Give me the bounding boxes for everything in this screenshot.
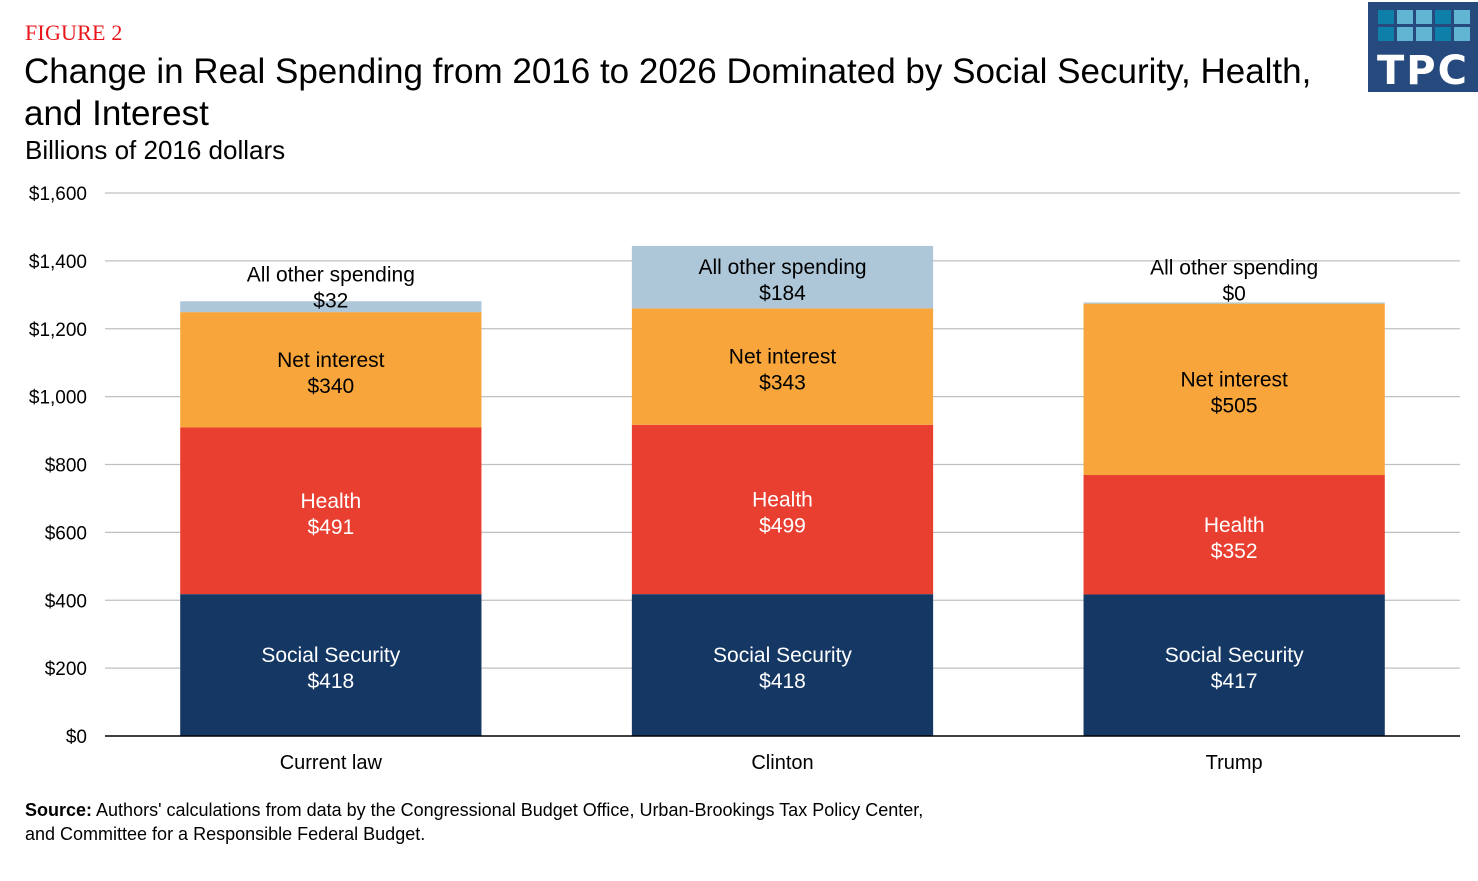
bar-segment-social-security bbox=[631, 594, 934, 736]
bar-segment-health bbox=[180, 427, 482, 595]
chart-title: Change in Real Spending from 2016 to 202… bbox=[24, 52, 1312, 133]
segment-value-label: $0 bbox=[1222, 283, 1245, 306]
bar-segment-health bbox=[631, 424, 934, 595]
segment-value-label: $343 bbox=[759, 372, 806, 395]
bar-segment-health bbox=[1083, 475, 1385, 595]
chart-subtitle: Billions of 2016 dollars bbox=[25, 135, 286, 165]
logo-square bbox=[1454, 10, 1470, 24]
y-tick-label: $800 bbox=[45, 456, 87, 477]
source-text: Authors' calculations from data by the C… bbox=[25, 800, 924, 844]
segment-name-label: Health bbox=[1204, 514, 1265, 537]
segment-name-label: Health bbox=[300, 490, 361, 513]
logo-square bbox=[1454, 27, 1470, 41]
x-tick-label: Trump bbox=[1206, 752, 1263, 774]
tpc-logo: TPC bbox=[1368, 2, 1478, 94]
segment-name-label: Social Security bbox=[713, 644, 852, 667]
segment-value-label: $32 bbox=[313, 289, 348, 312]
bar-segment-social-security bbox=[1083, 594, 1385, 736]
bar-segment-social-security bbox=[180, 594, 482, 736]
x-axis-tick-labels: Current law Clinton Trump bbox=[280, 752, 1263, 774]
bar-segment-all-other-spending bbox=[631, 245, 934, 309]
segment-name-label: Social Security bbox=[1165, 644, 1304, 667]
logo-text: TPC bbox=[1377, 48, 1469, 94]
segment-value-label: $184 bbox=[759, 282, 806, 305]
segment-name-label: Net interest bbox=[1180, 368, 1288, 391]
segment-value-label: $499 bbox=[759, 514, 806, 537]
bar-segment-net-interest bbox=[1083, 303, 1385, 476]
logo-square bbox=[1397, 27, 1413, 41]
segment-name-label: All other spending bbox=[247, 263, 415, 286]
logo-square bbox=[1416, 10, 1432, 24]
bar-stack bbox=[1083, 302, 1385, 736]
y-tick-label: $1,200 bbox=[29, 320, 87, 341]
bar-segment-net-interest bbox=[180, 312, 482, 428]
bar-stack bbox=[631, 245, 934, 736]
source-note: Source: Authors' calculations from data … bbox=[25, 798, 955, 846]
logo-square bbox=[1435, 10, 1451, 24]
logo-square bbox=[1378, 10, 1394, 24]
y-tick-label: $1,400 bbox=[29, 252, 87, 273]
y-tick-label: $1,600 bbox=[29, 184, 87, 205]
segment-value-label: $491 bbox=[307, 516, 354, 539]
bar-stack bbox=[180, 301, 482, 736]
segment-name-label: Net interest bbox=[277, 349, 385, 372]
segment-name-label: Social Security bbox=[261, 644, 400, 667]
segment-name-label: All other spending bbox=[1150, 257, 1318, 280]
logo-square bbox=[1378, 27, 1394, 41]
logo-square bbox=[1397, 10, 1413, 24]
segment-value-label: $418 bbox=[307, 670, 354, 693]
y-tick-label: $1,000 bbox=[29, 388, 87, 409]
segment-name-label: Net interest bbox=[729, 346, 837, 369]
segment-value-label: $417 bbox=[1211, 670, 1258, 693]
x-tick-label: Clinton bbox=[751, 752, 813, 774]
segment-value-label: $418 bbox=[759, 670, 806, 693]
logo-square bbox=[1416, 27, 1432, 41]
bar-stacks bbox=[180, 245, 1385, 736]
source-label: Source: bbox=[25, 800, 93, 820]
segment-labels: Social Security $418 Health $491 Net interes… bbox=[247, 256, 1318, 693]
segment-name-label: All other spending bbox=[698, 256, 866, 279]
y-axis-tick-labels: $0 $200 $400 $600 $800 $1,000 $1,200 $1,400 $1,6… bbox=[29, 184, 87, 748]
figure-label: FIGURE 2 bbox=[25, 20, 123, 45]
segment-value-label: $340 bbox=[307, 375, 354, 398]
segment-value-label: $352 bbox=[1211, 540, 1258, 563]
bar-segment-all-other-spending bbox=[1083, 302, 1385, 304]
y-tick-label: $200 bbox=[45, 659, 87, 680]
segment-value-label: $505 bbox=[1211, 394, 1258, 417]
bar-segment-all-other-spending bbox=[180, 301, 482, 313]
logo-square bbox=[1435, 27, 1451, 41]
x-tick-label: Current law bbox=[280, 752, 383, 774]
segment-name-label: Health bbox=[752, 488, 813, 511]
y-tick-label: $400 bbox=[45, 591, 87, 612]
bar-segment-net-interest bbox=[631, 308, 934, 425]
y-tick-label: $0 bbox=[66, 727, 87, 748]
y-tick-label: $600 bbox=[45, 523, 87, 544]
